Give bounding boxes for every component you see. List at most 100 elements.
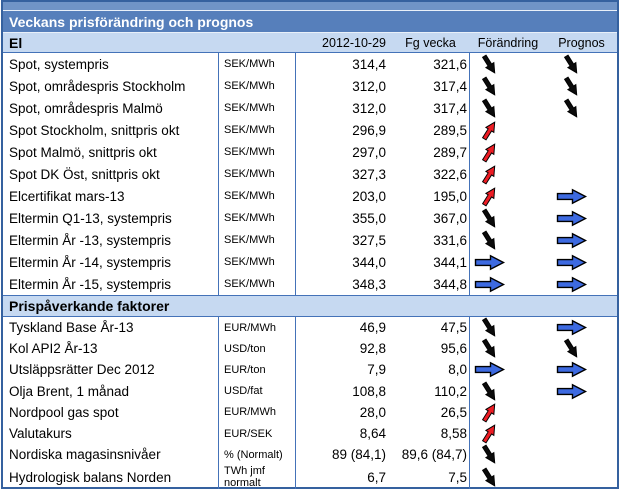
forecast-right-arrow-icon [555, 381, 587, 401]
previous-value-cell: 321,6 [391, 53, 470, 75]
change-cell [470, 229, 546, 251]
unit-label: SEK/MWh [219, 207, 296, 229]
unit-label: SEK/MWh [219, 97, 296, 119]
column-header-change: Förändring [477, 35, 539, 50]
table-row: Spot, systempris SEK/MWh 314,4 321,6 [3, 53, 617, 75]
change-cell [470, 97, 546, 119]
table-row: Elcertifikat mars-13 SEK/MWh 203,0 195,0 [3, 185, 617, 207]
previous-value-cell: 317,4 [391, 97, 470, 119]
forecast-right-arrow-icon [555, 186, 587, 206]
forecast-cell [546, 229, 617, 251]
change-up-arrow-icon [473, 120, 505, 141]
current-value-cell: 108,8 [352, 383, 386, 399]
previous-value-cell: 344,8 [391, 273, 470, 295]
table-title: Veckans prisförändring och prognos [3, 11, 617, 33]
table-row: Tyskland Base År-13 EUR/MWh 46,9 47,5 [3, 317, 617, 339]
table-row: Nordiska magasinsnivåer% (Normalt) 89 (84… [3, 444, 617, 466]
change-cell [470, 53, 546, 75]
current-value-cell: 8,64 [359, 426, 386, 442]
row-label: Spot, områdespris Stockholm [3, 75, 219, 97]
change-cell [470, 317, 546, 338]
rows-factors: Tyskland Base År-13 EUR/MWh 46,9 47,5 Kol AP… [3, 317, 617, 490]
unit-label: % (Normalt) [219, 444, 296, 466]
previous-value-cell: 8,58 [391, 422, 470, 445]
forecast-cell [546, 381, 617, 402]
table-row: Spot, områdespris Malmö SEK/MWh 312,0 317,4 [3, 97, 617, 119]
change-cell [470, 141, 546, 163]
change-down-arrow-icon [473, 338, 505, 359]
forecast-down-arrow-icon [555, 53, 587, 74]
change-cell [470, 75, 546, 97]
change-cell [470, 338, 546, 359]
forecast-down-arrow-icon [555, 75, 587, 96]
forecast-cell [546, 251, 617, 273]
unit-label: SEK/MWh [219, 273, 296, 295]
column-header-forecast: Prognos [558, 35, 605, 50]
previous-value-cell: 47,5 [391, 317, 470, 339]
forecast-cell [546, 273, 617, 295]
change-cell [470, 465, 546, 489]
change-down-arrow-icon [473, 317, 505, 338]
rows-el: Spot, systempris SEK/MWh 314,4 321,6 Spot, o… [3, 53, 617, 295]
row-label: Utsläppsrätter Dec 2012 [3, 359, 219, 381]
forecast-cell [546, 75, 617, 97]
unit-label: EUR/MWh [219, 401, 296, 423]
previous-value-cell: 367,0 [391, 207, 470, 229]
forecast-cell [546, 359, 617, 380]
row-label: Eltermin År -14, systempris [3, 251, 219, 273]
table-row: Valutakurs EUR/SEK 8,64 8,58 [3, 422, 617, 445]
previous-value-cell: 344,1 [391, 251, 470, 273]
section-header-factors: Prispåverkande faktorer [3, 295, 617, 317]
forecast-right-arrow-icon [555, 318, 587, 338]
change-cell [470, 185, 546, 207]
forecast-cell [546, 97, 617, 119]
current-value-cell: 314,4 [352, 56, 386, 72]
change-cell [470, 423, 546, 444]
change-down-arrow-icon [473, 467, 505, 487]
current-value-cell: 355,0 [352, 210, 386, 226]
current-value-cell: 6,7 [367, 469, 386, 485]
table-row: Eltermin Q1-13, systempris SEK/MWh 355,0 36… [3, 207, 617, 229]
row-label: Olja Brent, 1 månad [3, 380, 219, 402]
forecast-cell [546, 317, 617, 338]
change-cell [470, 163, 546, 185]
table-row: Kol API2 År-13 USD/ton 92,8 95,6 [3, 338, 617, 360]
table-row: Hydrologisk balans Norden TWh jmf normalt… [3, 465, 617, 490]
current-value-cell: 46,9 [359, 320, 386, 336]
row-label: Spot DK Öst, snittpris okt [3, 163, 219, 185]
current-value-cell: 28,0 [359, 404, 386, 420]
table-row: Eltermin År -15, systempris SEK/MWh 348,3 3… [3, 273, 617, 295]
current-value-cell: 296,9 [352, 122, 386, 138]
change-up-arrow-icon [473, 186, 505, 207]
section-label-el: El [9, 34, 23, 51]
change-cell [470, 119, 546, 141]
forecast-down-arrow-icon [555, 97, 587, 118]
forecast-cell [546, 402, 617, 423]
forecast-cell [546, 444, 617, 465]
column-header-current-date: 2012-10-29 [322, 35, 386, 50]
current-value-cell: 7,9 [367, 362, 386, 378]
row-label: Nordpool gas spot [3, 401, 219, 423]
unit-label: SEK/MWh [219, 119, 296, 141]
forecast-cell [546, 119, 617, 141]
change-up-arrow-icon [473, 424, 505, 444]
unit-label: EUR/ton [219, 359, 296, 381]
change-cell [470, 359, 546, 380]
table-row: Nordpool gas spot EUR/MWh 28,0 26,5 [3, 401, 617, 423]
unit-label: SEK/MWh [219, 53, 296, 75]
table-row: Eltermin År -13, systempris SEK/MWh 327,5 3… [3, 229, 617, 251]
forecast-right-arrow-icon [555, 252, 587, 272]
previous-value-cell: 331,6 [391, 229, 470, 251]
previous-value-cell: 7,5 [391, 465, 470, 490]
current-value-cell: 203,0 [352, 188, 386, 204]
change-down-arrow-icon [473, 444, 505, 465]
row-label: Eltermin År -13, systempris [3, 229, 219, 251]
unit-label: SEK/MWh [219, 251, 296, 273]
change-up-arrow-icon [473, 402, 505, 423]
change-down-arrow-icon [473, 97, 505, 118]
previous-value-cell: 26,5 [391, 401, 470, 423]
forecast-right-arrow-icon [555, 360, 587, 380]
previous-value-cell: 195,0 [391, 185, 470, 207]
change-down-arrow-icon [473, 207, 505, 228]
